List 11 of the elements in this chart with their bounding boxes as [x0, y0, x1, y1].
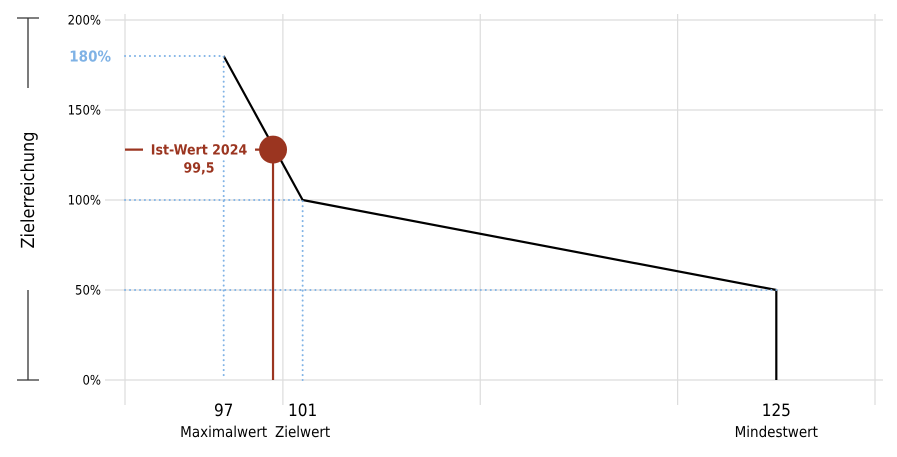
text: 180%: [69, 47, 112, 66]
x-tick-label: 101 Zielwert: [275, 401, 330, 441]
y-tick-label: 200%: [68, 14, 101, 29]
y-tick-label: 100%: [68, 194, 101, 209]
y-tick-label: 50%: [75, 284, 101, 299]
y-axis-title: Zielerreichung: [18, 131, 39, 249]
x-tick-label: 97 Maximalwert: [180, 401, 268, 441]
y-tick-label: 0%: [82, 374, 101, 389]
x-tick-label: 125 Mindestwert: [734, 401, 818, 441]
annotation: Ist-Wert 2024 99,5: [150, 142, 248, 177]
y-tick-label: 150%: [68, 104, 101, 119]
